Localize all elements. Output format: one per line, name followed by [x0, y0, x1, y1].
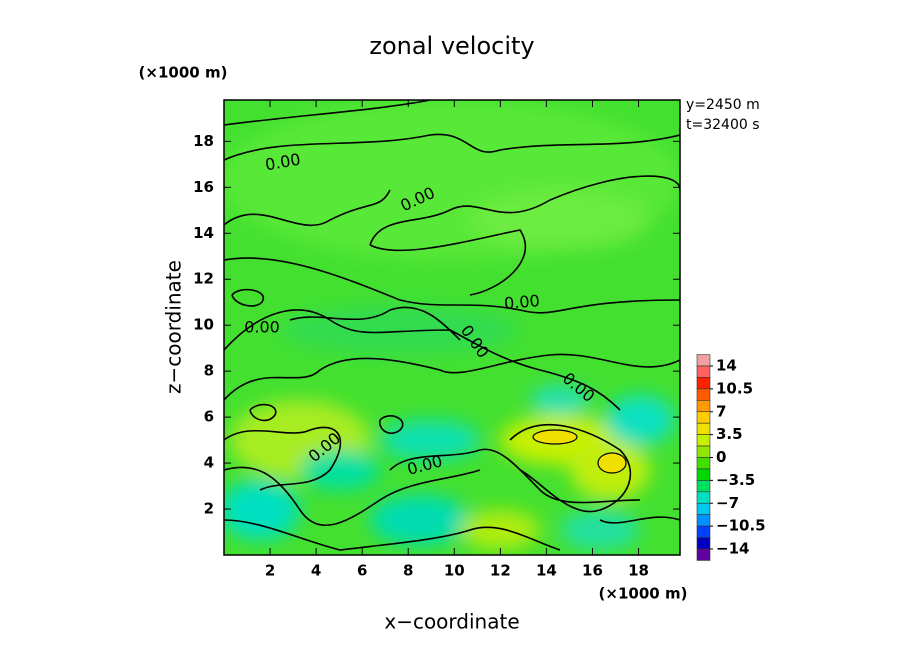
y-tick-label: 4 — [204, 454, 214, 472]
x-tick-label: 12 — [490, 562, 511, 580]
colorbar-box — [696, 445, 711, 458]
x-axis-label: x−coordinate — [384, 610, 519, 634]
x-tick-label: 2 — [265, 562, 275, 580]
colorbar: 14 10.5 7 3.5 0 −3.5 −7 −10.5 −14 — [696, 354, 766, 561]
annotation: t=32400 s — [686, 117, 760, 133]
colorbar-tick-label: 3.5 — [716, 425, 743, 443]
colorbar-box — [696, 434, 711, 447]
colorbar-box — [696, 422, 711, 435]
colorbar-box — [696, 548, 711, 561]
colorbar-tick-label: 7 — [716, 402, 726, 420]
y-unit: (×1000 m) — [139, 64, 228, 82]
colorbar-box — [696, 411, 711, 424]
colorbar-box — [696, 400, 711, 413]
chart-title: zonal velocity — [369, 32, 534, 60]
x-tick-label: 16 — [582, 562, 603, 580]
y-tick-label: 18 — [193, 132, 214, 150]
colorbar-tick-label: −3.5 — [716, 471, 755, 489]
x-unit: (×1000 m) — [599, 585, 688, 603]
y-tick-label: 8 — [204, 362, 214, 380]
x-tick-label: 6 — [357, 562, 367, 580]
field — [224, 100, 680, 555]
colorbar-tick-label: 0 — [716, 448, 726, 466]
colorbar-tick-label: −7 — [716, 494, 739, 512]
colorbar-box — [696, 354, 711, 367]
colorbar-box — [696, 537, 711, 550]
colorbar-tick-label: −14 — [716, 540, 749, 558]
y-tick-label: 10 — [193, 316, 214, 334]
x-tick-label: 14 — [536, 562, 557, 580]
y-tick-label: 16 — [193, 178, 214, 196]
y-tick-label: 2 — [204, 500, 214, 518]
colorbar-tick-label: −10.5 — [716, 517, 766, 535]
y-tick-label: 12 — [193, 270, 214, 288]
colorbar-tick-label: 14 — [716, 357, 737, 375]
axes: 2 4 6 8 10 12 14 16 18 2 4 6 8 10 12 14 16 18 — [193, 99, 681, 580]
x-tick-label: 10 — [444, 562, 465, 580]
annotation: y=2450 m — [686, 97, 760, 113]
colorbar-box — [696, 457, 711, 470]
y-axis-label: z−coordinate — [162, 260, 186, 394]
colorbar-box — [696, 502, 711, 515]
y-tick-label: 14 — [193, 224, 214, 242]
x-tick-label: 4 — [311, 562, 321, 580]
colorbar-box — [696, 468, 711, 481]
colorbar-box — [696, 365, 711, 378]
colorbar-box — [696, 388, 711, 401]
contour-label: 0.00 — [244, 318, 280, 337]
contour-label: 0.00 — [503, 291, 540, 313]
x-tick-label: 18 — [628, 562, 649, 580]
plot-frame — [223, 99, 681, 556]
colorbar-box — [696, 491, 711, 504]
colorbar-box — [696, 514, 711, 527]
y-tick-label: 6 — [204, 408, 214, 426]
colorbar-box — [696, 377, 711, 390]
x-tick-label: 8 — [403, 562, 413, 580]
colorbar-tick-label: 10.5 — [716, 379, 753, 397]
colorbar-box — [696, 525, 711, 538]
colorbar-box — [696, 480, 711, 493]
